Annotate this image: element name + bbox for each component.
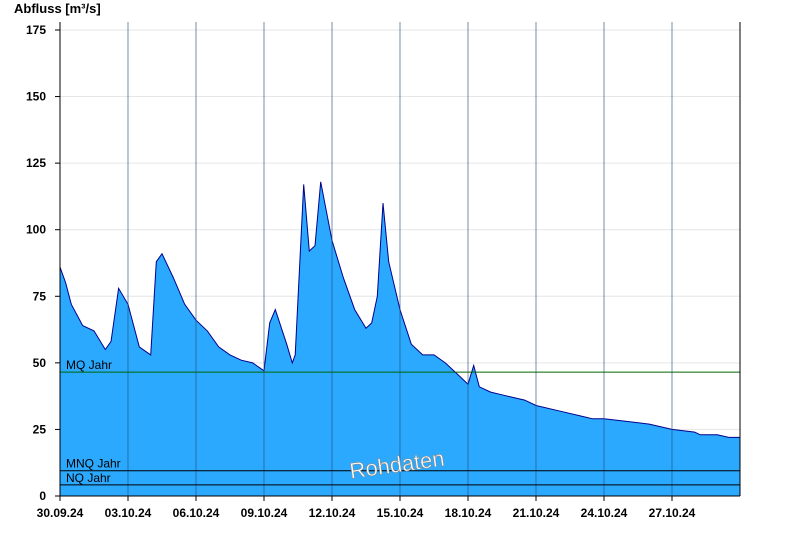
reference-line-label: MQ Jahr (66, 358, 112, 372)
y-tick-label: 0 (39, 489, 46, 503)
y-tick-label: 125 (26, 156, 46, 170)
y-tick-label: 75 (33, 289, 47, 303)
y-tick-label: 25 (33, 422, 47, 436)
vgrid-layer (127, 22, 673, 496)
x-tick-label: 12.10.24 (309, 506, 356, 520)
reference-line-label: MNQ Jahr (66, 457, 121, 471)
x-tick-label: 06.10.24 (173, 506, 220, 520)
x-tick-label: 03.10.24 (105, 506, 152, 520)
x-tick-label: 24.10.24 (581, 506, 628, 520)
axis-layer: 0 25 50 75 100 125 150 175 30.09.24 03.10.24 06.10… (26, 22, 741, 520)
y-tick-label: 50 (33, 356, 47, 370)
x-tick-label: 21.10.24 (513, 506, 560, 520)
series-line (59, 181, 740, 438)
reference-line-label: NQ Jahr (66, 471, 111, 485)
y-tick-label: 150 (26, 90, 46, 104)
x-tick-label: 09.10.24 (241, 506, 288, 520)
y-axis-title: Abfluss [m³/s] (14, 1, 101, 16)
x-tick-label: 15.10.24 (377, 506, 424, 520)
x-tick-label: 27.10.24 (649, 506, 696, 520)
y-tick-label: 100 (26, 223, 46, 237)
x-tick-label: 18.10.24 (445, 506, 492, 520)
x-tick-label: 30.09.24 (37, 506, 84, 520)
y-tick-label: 175 (26, 23, 46, 37)
